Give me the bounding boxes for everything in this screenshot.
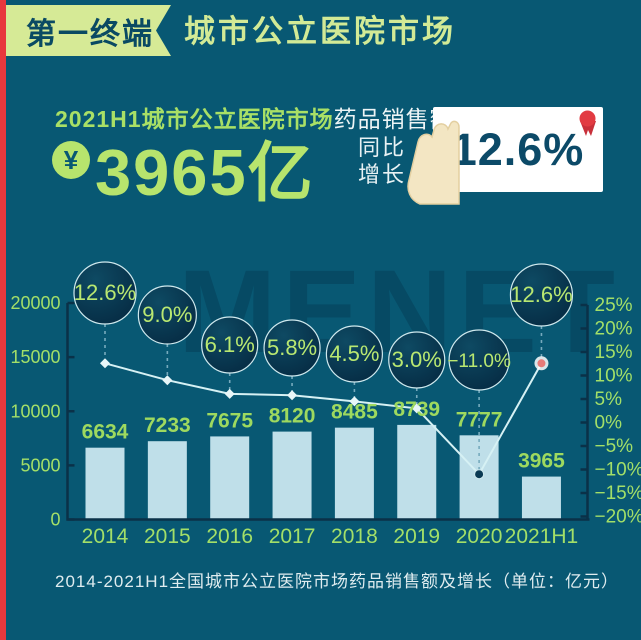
bar-2016	[210, 436, 250, 520]
sales-growth-chart: MENET2000015000100005000025%20%15%10%5%0…	[10, 248, 641, 548]
line-marker-diamond	[162, 375, 173, 386]
bar-2017	[272, 431, 312, 520]
left-red-stripe	[0, 0, 6, 640]
line-marker-diamond	[287, 390, 298, 401]
growth-bubble	[448, 329, 510, 391]
growth-bubble-label: 4.5%	[329, 341, 379, 366]
line-marker-diamond	[411, 403, 422, 414]
left-axis-label: 20000	[10, 293, 60, 313]
yoy-label-line2: 增长	[358, 162, 407, 187]
line-marker-2020	[474, 469, 485, 480]
sales-amount-value: 3965亿	[95, 136, 315, 209]
medal-icon	[579, 110, 596, 136]
growth-rate-card: 12.6%	[433, 107, 603, 192]
left-axis-label: 15000	[10, 347, 60, 367]
growth-bubble-label: 9.0%	[142, 302, 192, 327]
yuan-icon: ¥	[52, 141, 90, 179]
bar-2019	[397, 424, 437, 520]
right-axis-label: −20%	[595, 507, 641, 528]
right-axis-label: 10%	[595, 366, 633, 387]
growth-bubble	[325, 325, 383, 383]
right-axis-label: 20%	[595, 319, 633, 340]
hand-icon	[407, 120, 460, 205]
right-axis-label: −5%	[595, 436, 634, 457]
yoy-growth-label: 同比 增长	[358, 134, 406, 188]
x-axis-label: 2021H1	[505, 525, 579, 548]
bar-2021H1	[521, 476, 561, 520]
growth-bubble	[73, 261, 137, 325]
chart-caption: 2014-2021H1全国城市公立医院市场药品销售额及增长（单位：亿元）	[55, 572, 620, 591]
growth-bubble-label: 12.6%	[74, 280, 136, 305]
x-axis-label: 2017	[269, 525, 316, 548]
x-axis-label: 2016	[206, 525, 253, 548]
bar-2018	[334, 427, 374, 520]
bar-value-label: 7233	[144, 414, 191, 437]
growth-bubble	[263, 319, 321, 377]
growth-bubble-label: 12.6%	[510, 282, 572, 307]
growth-bubble	[201, 316, 259, 374]
right-axis-label: 5%	[595, 389, 623, 410]
growth-rate-value: 12.6%	[451, 124, 585, 175]
header-badge-label: 第一终端	[26, 17, 154, 51]
growth-bubble-label: −11.0%	[447, 351, 511, 372]
right-axis-label: −15%	[595, 483, 641, 504]
x-axis-label: 2014	[82, 525, 129, 548]
left-axis-label: 0	[50, 510, 60, 530]
left-axis-label: 10000	[10, 401, 60, 421]
line-marker-2021	[537, 359, 546, 368]
growth-bubble	[388, 331, 446, 389]
bar-value-label: 3965	[518, 450, 565, 473]
header-ribbon-banner: 第一终端	[6, 5, 171, 56]
bar-value-label: 8739	[393, 398, 440, 421]
x-axis-label: 2019	[393, 525, 440, 548]
right-axis-label: 0%	[595, 413, 623, 434]
growth-line	[104, 362, 543, 476]
bar-value-label: 7777	[456, 408, 503, 431]
bar-value-label: 8485	[331, 401, 378, 424]
growth-bubble-label: 3.0%	[392, 347, 442, 372]
bar-2014	[85, 447, 125, 520]
line-marker-diamond	[100, 358, 110, 369]
growth-bubble-label: 5.8%	[267, 335, 317, 360]
line-marker-diamond	[349, 396, 360, 407]
bar-value-label: 8120	[269, 405, 316, 428]
growth-bubble	[509, 263, 574, 327]
growth-bubble	[137, 285, 197, 345]
right-axis-label: 25%	[595, 295, 633, 316]
x-axis-label: 2020	[456, 525, 503, 548]
right-axis-label: −10%	[595, 460, 641, 481]
headline-highlight: 2021H1城市公立医院市场	[55, 106, 334, 132]
left-axis-label: 5000	[20, 455, 60, 475]
bar-2015	[147, 441, 187, 520]
growth-bubble-label: 6.1%	[205, 332, 255, 357]
page-title: 城市公立医院市场	[184, 14, 456, 49]
line-marker-diamond	[224, 388, 235, 399]
yoy-label-line1: 同比	[358, 135, 407, 160]
bar-value-label: 6634	[82, 421, 129, 444]
x-axis-label: 2018	[331, 525, 378, 548]
x-axis-label: 2015	[144, 525, 191, 548]
right-axis-label: 15%	[595, 342, 633, 363]
bar-value-label: 7675	[206, 409, 253, 432]
